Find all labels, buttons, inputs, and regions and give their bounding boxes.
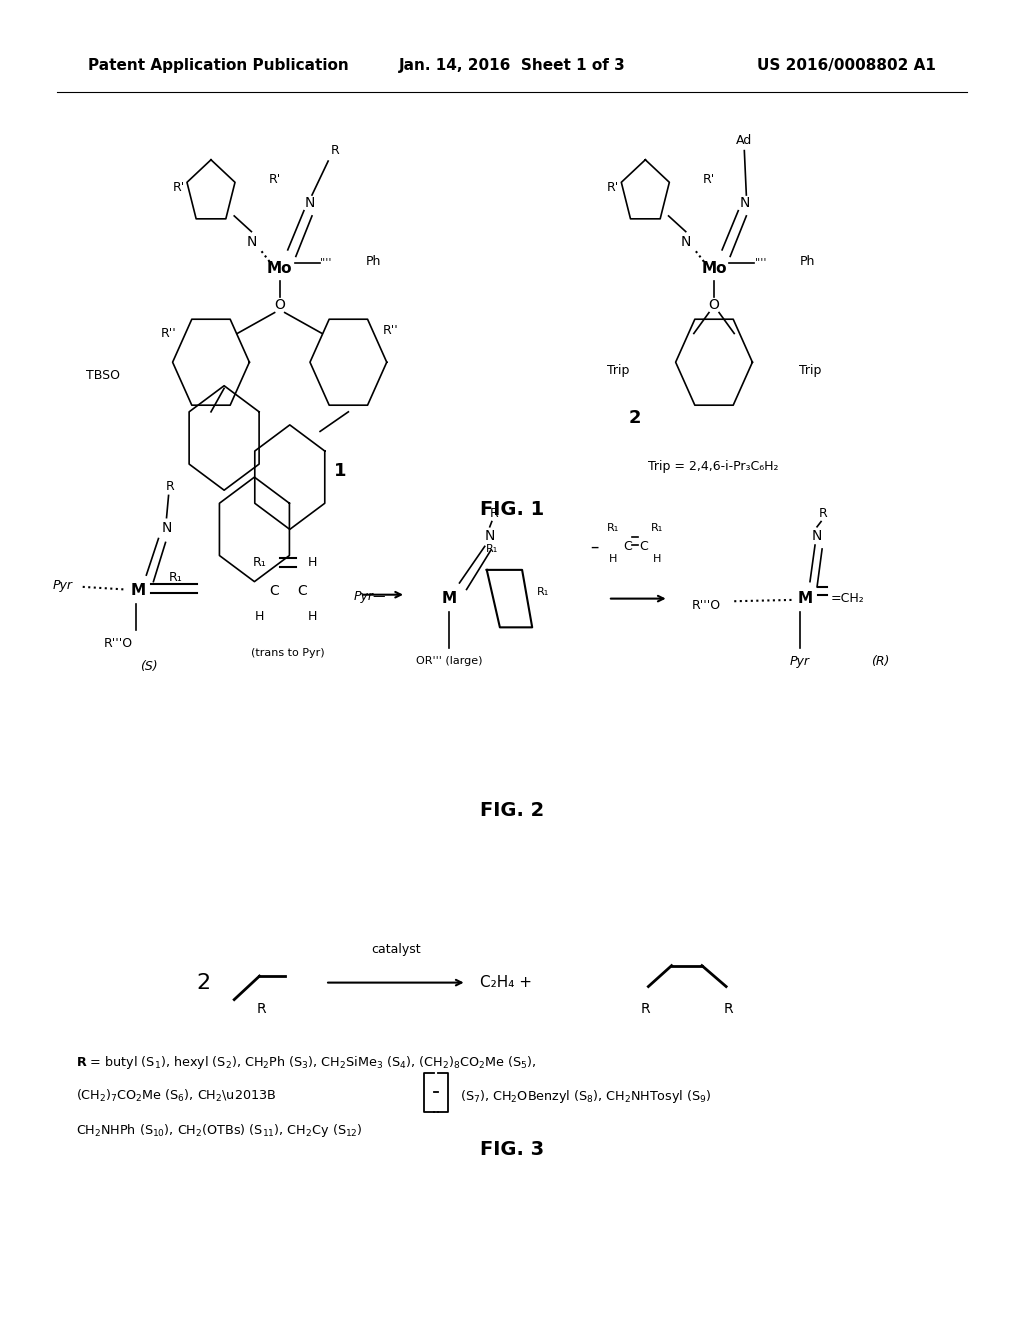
Text: (trans to Pyr): (trans to Pyr) <box>251 648 325 659</box>
Text: R': R' <box>268 173 281 186</box>
Text: C₂H₄ +: C₂H₄ + <box>479 975 531 990</box>
Text: =CH₂: =CH₂ <box>830 593 864 605</box>
Text: N: N <box>246 235 257 249</box>
Text: R₁: R₁ <box>538 587 550 597</box>
Text: N: N <box>681 235 691 249</box>
Text: R₁: R₁ <box>169 572 182 585</box>
Text: N: N <box>739 195 750 210</box>
Text: R₁: R₁ <box>253 556 266 569</box>
Text: R: R <box>257 1002 266 1015</box>
Text: R'': R'' <box>383 325 398 338</box>
Text: R₁: R₁ <box>607 523 620 533</box>
Text: 1: 1 <box>334 462 346 479</box>
Text: 2: 2 <box>197 973 211 993</box>
Text: R'''O: R'''O <box>691 599 721 611</box>
Text: '''': '''' <box>755 256 767 267</box>
Text: R: R <box>641 1002 650 1015</box>
Text: R: R <box>489 507 499 520</box>
Text: (S): (S) <box>139 660 157 673</box>
Text: C: C <box>297 583 307 598</box>
Text: (CH$_2$)$_7$CO$_2$Me (S$_6$), CH$_2$\u2013B: (CH$_2$)$_7$CO$_2$Me (S$_6$), CH$_2$\u20… <box>76 1088 276 1105</box>
Text: N: N <box>162 521 172 535</box>
Text: TBSO: TBSO <box>86 368 120 381</box>
Text: R₁: R₁ <box>485 544 498 554</box>
Text: FIG. 2: FIG. 2 <box>480 801 544 820</box>
Text: $\mathbf{R}$ = butyl (S$_1$), hexyl (S$_2$), CH$_2$Ph (S$_3$), CH$_2$SiMe$_3$ (S: $\mathbf{R}$ = butyl (S$_1$), hexyl (S$_… <box>76 1053 536 1071</box>
Text: R': R' <box>172 181 184 194</box>
Text: Trip: Trip <box>799 363 821 376</box>
Text: H: H <box>255 610 264 623</box>
Text: Trip: Trip <box>607 363 630 376</box>
Text: H: H <box>653 554 662 565</box>
Text: Pyr: Pyr <box>790 655 810 668</box>
Text: FIG. 3: FIG. 3 <box>480 1140 544 1159</box>
Text: Ph: Ph <box>366 255 381 268</box>
Text: '''': '''' <box>321 256 333 267</box>
Text: M: M <box>131 583 145 598</box>
Text: R': R' <box>702 173 715 186</box>
Text: Pyr: Pyr <box>52 579 73 593</box>
Text: Patent Application Publication: Patent Application Publication <box>88 58 348 73</box>
Text: N: N <box>484 529 495 543</box>
Text: M: M <box>441 591 457 606</box>
Text: H: H <box>307 610 316 623</box>
Text: R: R <box>166 479 175 492</box>
Text: catalyst: catalyst <box>371 944 421 957</box>
Text: FIG. 1: FIG. 1 <box>480 500 544 519</box>
Text: N: N <box>812 529 822 543</box>
Text: (S$_7$), CH$_2$OBenzyl (S$_8$), CH$_2$NHTosyl (S$_9$): (S$_7$), CH$_2$OBenzyl (S$_8$), CH$_2$NH… <box>457 1088 712 1105</box>
Text: R: R <box>819 507 827 520</box>
Text: R₁: R₁ <box>651 523 664 533</box>
Text: US 2016/0008802 A1: US 2016/0008802 A1 <box>758 58 936 73</box>
Text: (R): (R) <box>871 655 890 668</box>
Text: Mo: Mo <box>267 260 293 276</box>
Text: R'''O: R'''O <box>104 636 133 649</box>
Text: OR''' (large): OR''' (large) <box>416 656 482 667</box>
Text: H: H <box>609 554 617 565</box>
Text: R: R <box>331 144 340 157</box>
Text: Ad: Ad <box>736 133 753 147</box>
Text: C: C <box>269 583 280 598</box>
Text: R'': R'' <box>161 327 176 341</box>
Text: Ph: Ph <box>800 255 815 268</box>
Text: Pyr—: Pyr— <box>353 590 386 602</box>
Text: Mo: Mo <box>701 260 727 276</box>
Text: Jan. 14, 2016  Sheet 1 of 3: Jan. 14, 2016 Sheet 1 of 3 <box>398 58 626 73</box>
Text: CH$_2$NHPh (S$_{10}$), CH$_2$(OTBs) (S$_{11}$), CH$_2$Cy (S$_{12}$): CH$_2$NHPh (S$_{10}$), CH$_2$(OTBs) (S$_… <box>76 1122 362 1139</box>
Text: 2: 2 <box>629 409 641 428</box>
Text: C: C <box>639 540 648 553</box>
Text: M: M <box>798 591 812 606</box>
Text: N: N <box>305 195 315 210</box>
Text: C: C <box>623 540 632 553</box>
Text: R': R' <box>607 181 620 194</box>
Text: O: O <box>274 298 285 312</box>
Text: –: – <box>591 537 599 556</box>
Text: Trip = 2,4,6-i-Pr₃C₆H₂: Trip = 2,4,6-i-Pr₃C₆H₂ <box>648 461 779 473</box>
Text: O: O <box>709 298 720 312</box>
Text: R: R <box>723 1002 733 1015</box>
Text: H: H <box>307 556 316 569</box>
